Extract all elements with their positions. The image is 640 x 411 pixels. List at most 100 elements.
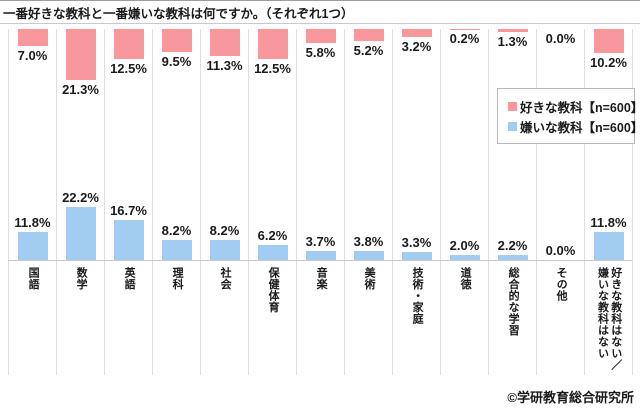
chart-column: 12.5% 6.2% 保健体育 xyxy=(249,29,297,375)
disliked-value-label: 11.8% xyxy=(14,214,51,230)
disliked-value-label: 3.8% xyxy=(353,233,384,249)
disliked-value-label: 8.2% xyxy=(161,223,192,239)
disliked-bar xyxy=(18,231,48,260)
disliked-value-label: 6.2% xyxy=(257,228,288,244)
favorite-bar xyxy=(354,29,384,42)
page-top-border xyxy=(0,0,640,1)
category-label: 英語 xyxy=(105,267,152,290)
disliked-bar xyxy=(258,245,288,260)
favorite-value-label: 1.3% xyxy=(497,34,528,50)
favorite-value-label: 21.3% xyxy=(62,82,99,98)
category-label-text: 技術・家庭 xyxy=(411,267,424,325)
chart-column: 10.2% 11.8% 好きな教科はない／ 嫌いな教科はない xyxy=(585,29,633,375)
favorite-value-label: 0.0% xyxy=(545,31,576,46)
category-label: 音楽 xyxy=(297,267,344,290)
category-label-text: 社会 xyxy=(219,267,232,290)
favorite-value-label: 5.2% xyxy=(353,43,384,59)
favorite-value-label: 12.5% xyxy=(254,61,291,76)
disliked-value-label: 8.2% xyxy=(209,223,240,239)
favorite-value-label: 7.0% xyxy=(17,47,48,63)
favorite-bar xyxy=(402,29,432,37)
category-label-text: 理科 xyxy=(171,267,184,290)
favorite-bar xyxy=(306,29,336,43)
copyright: ©学研教育総合研究所 xyxy=(507,390,634,405)
favorite-value-label: 11.3% xyxy=(206,58,243,74)
chart-column: 11.3% 8.2% 社会 xyxy=(201,29,249,375)
category-label: 数学 xyxy=(57,267,104,290)
chart-column: 21.3% 22.2% 数学 xyxy=(57,29,105,375)
favorite-bar xyxy=(210,29,240,57)
disliked-value-label: 16.7% xyxy=(110,202,147,218)
chart-column: 7.0% 11.8% 国語 xyxy=(9,29,57,375)
favorite-bar xyxy=(594,29,624,54)
chart-columns: 7.0% 11.8% 国語 21.3% 22.2% 数学 12.5% 16.7% 英語 9.5% 8… xyxy=(8,29,633,375)
category-label-text: 数学 xyxy=(75,267,88,290)
favorite-bar xyxy=(162,29,192,52)
category-label: 技術・家庭 xyxy=(393,267,440,325)
chart-column: 5.2% 3.8% 美術 xyxy=(345,29,393,375)
disliked-value-label: 0.0% xyxy=(545,243,576,258)
chart-column: 3.2% 3.3% 技術・家庭 xyxy=(393,29,441,375)
disliked-bar xyxy=(354,250,384,260)
disliked-value-label: 2.0% xyxy=(449,238,480,254)
category-label-text: その他 xyxy=(555,267,568,302)
chart-column: 0.2% 2.0% 道徳 xyxy=(441,29,489,375)
favorite-series-swatch-icon xyxy=(508,101,517,111)
favorite-bar xyxy=(258,29,288,59)
chart-column: 0.0% 0.0% その他 xyxy=(537,29,585,375)
category-label: 美術 xyxy=(345,267,392,290)
favorite-bar xyxy=(114,29,144,59)
disliked-bar xyxy=(450,255,480,260)
favorite-value-label: 9.5% xyxy=(161,53,192,69)
favorite-bar xyxy=(18,29,48,46)
category-label-text: 音楽 xyxy=(315,267,328,290)
category-label-text: 国語 xyxy=(27,267,40,290)
legend-item-favorite: 好きな教科【n=600】 xyxy=(508,96,640,116)
favorite-value-label: 12.5% xyxy=(110,61,147,76)
chart-title: 一番好きな教科と一番嫌いな教科は何ですか。（それぞれ1つ） xyxy=(3,7,354,21)
legend-item-disliked: 嫌いな教科【n=600】 xyxy=(508,116,640,136)
favorite-value-label: 3.2% xyxy=(401,38,432,54)
category-label: その他 xyxy=(537,267,584,302)
disliked-bar xyxy=(402,252,432,260)
disliked-value-label: 22.2% xyxy=(62,189,99,205)
category-label-text: 好きな教科はない／ 嫌いな教科はない xyxy=(596,267,622,371)
disliked-value-label: 2.2% xyxy=(497,237,528,253)
disliked-bar xyxy=(66,206,96,260)
category-label: 道徳 xyxy=(441,267,488,290)
category-label: 理科 xyxy=(153,267,200,290)
disliked-series-swatch-icon xyxy=(508,121,517,131)
category-label: 総合的な学習 xyxy=(489,267,536,336)
favorite-bar xyxy=(498,29,528,33)
disliked-value-label: 11.8% xyxy=(590,214,627,230)
category-label: 好きな教科はない／ 嫌いな教科はない xyxy=(585,267,632,371)
disliked-bar xyxy=(498,254,528,260)
legend: 好きな教科【n=600】 嫌いな教科【n=600】 xyxy=(497,88,640,144)
chart-baseline xyxy=(8,260,632,261)
category-label-text: 総合的な学習 xyxy=(507,267,520,336)
legend-label-disliked: 嫌いな教科【n=600】 xyxy=(520,120,640,135)
disliked-bar xyxy=(306,251,336,260)
favorite-value-label: 0.2% xyxy=(449,31,480,47)
category-label-text: 保健体育 xyxy=(267,267,280,313)
chart-column: 1.3% 2.2% 総合的な学習 xyxy=(489,29,537,375)
category-label: 保健体育 xyxy=(249,267,296,313)
favorite-bar xyxy=(66,29,96,81)
favorite-value-label: 10.2% xyxy=(590,55,627,71)
category-label-text: 道徳 xyxy=(459,267,472,290)
category-label: 社会 xyxy=(201,267,248,290)
favorite-value-label: 5.8% xyxy=(305,44,336,60)
legend-label-favorite: 好きな教科【n=600】 xyxy=(520,100,640,115)
disliked-bar xyxy=(210,240,240,260)
chart-column: 5.8% 3.7% 音楽 xyxy=(297,29,345,375)
category-label-text: 美術 xyxy=(363,267,376,290)
disliked-value-label: 3.3% xyxy=(401,235,432,251)
disliked-value-label: 3.7% xyxy=(305,234,336,250)
disliked-bar xyxy=(114,219,144,260)
chart-column: 9.5% 8.2% 理科 xyxy=(153,29,201,375)
disliked-bar xyxy=(162,240,192,260)
category-label-text: 英語 xyxy=(123,267,136,290)
category-label: 国語 xyxy=(9,267,56,290)
chart-column: 12.5% 16.7% 英語 xyxy=(105,29,153,375)
